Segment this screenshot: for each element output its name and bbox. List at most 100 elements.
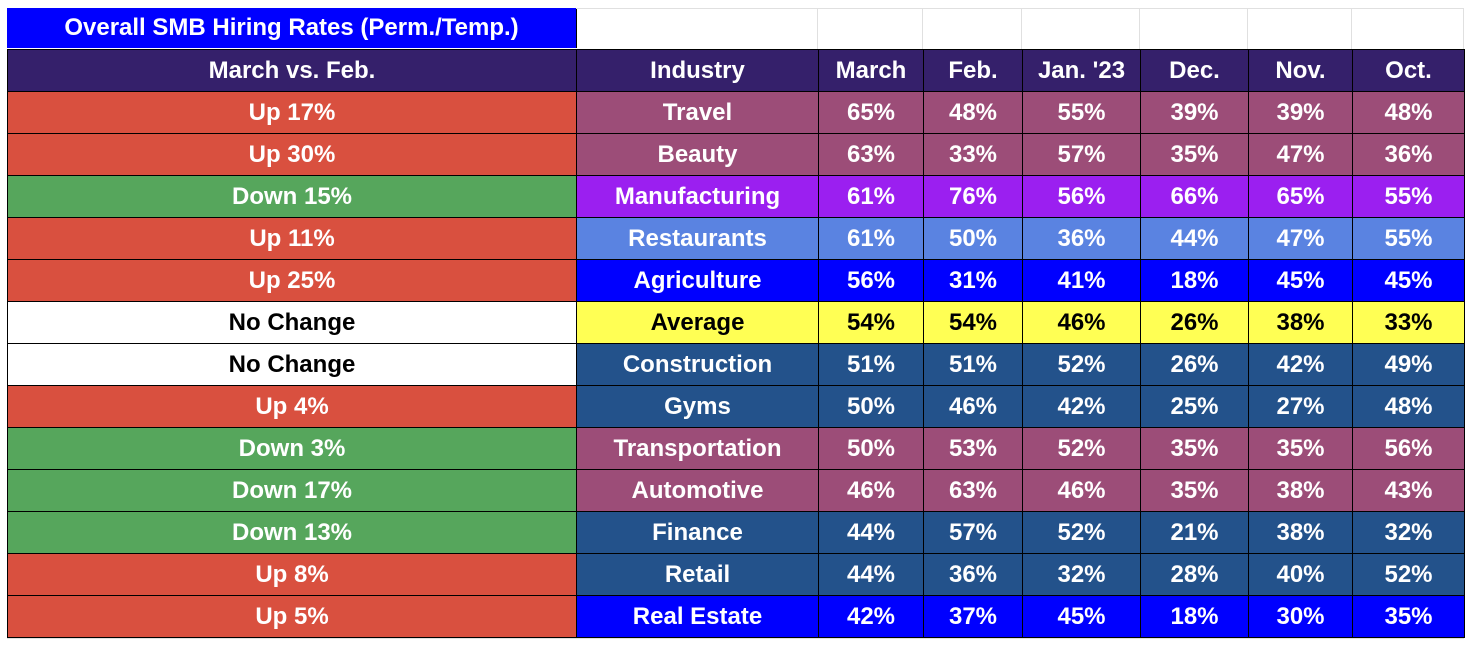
value-cell[interactable]: 44% bbox=[818, 511, 924, 554]
header-industry[interactable]: Industry bbox=[576, 49, 819, 92]
value-cell[interactable]: 48% bbox=[923, 91, 1023, 134]
value-cell[interactable]: 56% bbox=[1022, 175, 1141, 218]
value-cell[interactable]: 33% bbox=[1352, 301, 1465, 344]
value-cell[interactable]: 35% bbox=[1248, 427, 1353, 470]
value-cell[interactable]: 31% bbox=[923, 259, 1023, 302]
value-cell[interactable]: 38% bbox=[1248, 469, 1353, 512]
value-cell[interactable]: 35% bbox=[1140, 133, 1249, 176]
value-cell[interactable]: 42% bbox=[1248, 343, 1353, 386]
change-cell[interactable]: Up 4% bbox=[7, 385, 577, 428]
value-cell[interactable]: 42% bbox=[818, 595, 924, 638]
header-change[interactable]: March vs. Feb. bbox=[7, 49, 577, 92]
value-cell[interactable]: 63% bbox=[818, 133, 924, 176]
value-cell[interactable]: 56% bbox=[818, 259, 924, 302]
value-cell[interactable]: 57% bbox=[1022, 133, 1141, 176]
value-cell[interactable]: 49% bbox=[1352, 343, 1465, 386]
value-cell[interactable]: 36% bbox=[1352, 133, 1465, 176]
header-month[interactable]: Nov. bbox=[1248, 49, 1353, 92]
value-cell[interactable]: 36% bbox=[1022, 217, 1141, 260]
value-cell[interactable]: 51% bbox=[818, 343, 924, 386]
value-cell[interactable]: 48% bbox=[1352, 385, 1465, 428]
value-cell[interactable]: 66% bbox=[1140, 175, 1249, 218]
header-month[interactable]: Dec. bbox=[1140, 49, 1249, 92]
value-cell[interactable]: 43% bbox=[1352, 469, 1465, 512]
value-cell[interactable]: 65% bbox=[1248, 175, 1353, 218]
value-cell[interactable]: 25% bbox=[1140, 385, 1249, 428]
value-cell[interactable]: 76% bbox=[923, 175, 1023, 218]
value-cell[interactable]: 30% bbox=[1248, 595, 1353, 638]
value-cell[interactable]: 39% bbox=[1140, 91, 1249, 134]
header-month[interactable]: March bbox=[818, 49, 924, 92]
value-cell[interactable]: 32% bbox=[1022, 553, 1141, 596]
value-cell[interactable]: 27% bbox=[1248, 385, 1353, 428]
value-cell[interactable]: 54% bbox=[923, 301, 1023, 344]
value-cell[interactable]: 55% bbox=[1352, 175, 1465, 218]
value-cell[interactable]: 45% bbox=[1022, 595, 1141, 638]
value-cell[interactable]: 36% bbox=[923, 553, 1023, 596]
value-cell[interactable]: 35% bbox=[1352, 595, 1465, 638]
value-cell[interactable]: 53% bbox=[923, 427, 1023, 470]
value-cell[interactable]: 28% bbox=[1140, 553, 1249, 596]
value-cell[interactable]: 40% bbox=[1248, 553, 1353, 596]
industry-cell[interactable]: Retail bbox=[576, 553, 819, 596]
change-cell[interactable]: Down 3% bbox=[7, 427, 577, 470]
change-cell[interactable]: Down 13% bbox=[7, 511, 577, 554]
industry-cell[interactable]: Construction bbox=[576, 343, 819, 386]
industry-cell[interactable]: Manufacturing bbox=[576, 175, 819, 218]
header-month[interactable]: Jan. '23 bbox=[1022, 49, 1141, 92]
value-cell[interactable]: 57% bbox=[923, 511, 1023, 554]
value-cell[interactable]: 39% bbox=[1248, 91, 1353, 134]
value-cell[interactable]: 32% bbox=[1352, 511, 1465, 554]
value-cell[interactable]: 65% bbox=[818, 91, 924, 134]
value-cell[interactable]: 47% bbox=[1248, 217, 1353, 260]
value-cell[interactable]: 52% bbox=[1352, 553, 1465, 596]
industry-cell[interactable]: Finance bbox=[576, 511, 819, 554]
value-cell[interactable]: 55% bbox=[1022, 91, 1141, 134]
value-cell[interactable]: 61% bbox=[818, 175, 924, 218]
industry-cell[interactable]: Real Estate bbox=[576, 595, 819, 638]
value-cell[interactable]: 46% bbox=[818, 469, 924, 512]
header-month[interactable]: Oct. bbox=[1352, 49, 1465, 92]
value-cell[interactable]: 37% bbox=[923, 595, 1023, 638]
value-cell[interactable]: 61% bbox=[818, 217, 924, 260]
change-cell[interactable]: Down 15% bbox=[7, 175, 577, 218]
value-cell[interactable]: 26% bbox=[1140, 301, 1249, 344]
industry-cell[interactable]: Beauty bbox=[576, 133, 819, 176]
industry-cell[interactable]: Restaurants bbox=[576, 217, 819, 260]
value-cell[interactable]: 38% bbox=[1248, 511, 1353, 554]
value-cell[interactable]: 52% bbox=[1022, 511, 1141, 554]
value-cell[interactable]: 45% bbox=[1352, 259, 1465, 302]
value-cell[interactable]: 50% bbox=[818, 385, 924, 428]
value-cell[interactable]: 48% bbox=[1352, 91, 1465, 134]
value-cell[interactable]: 33% bbox=[923, 133, 1023, 176]
value-cell[interactable]: 63% bbox=[923, 469, 1023, 512]
value-cell[interactable]: 56% bbox=[1352, 427, 1465, 470]
value-cell[interactable]: 41% bbox=[1022, 259, 1141, 302]
value-cell[interactable]: 18% bbox=[1140, 595, 1249, 638]
value-cell[interactable]: 45% bbox=[1248, 259, 1353, 302]
industry-cell[interactable]: Transportation bbox=[576, 427, 819, 470]
table-title[interactable]: Overall SMB Hiring Rates (Perm./Temp.) bbox=[7, 8, 577, 48]
change-cell[interactable]: Up 30% bbox=[7, 133, 577, 176]
value-cell[interactable]: 50% bbox=[818, 427, 924, 470]
value-cell[interactable]: 54% bbox=[818, 301, 924, 344]
value-cell[interactable]: 46% bbox=[1022, 301, 1141, 344]
value-cell[interactable]: 46% bbox=[1022, 469, 1141, 512]
industry-cell[interactable]: Average bbox=[576, 301, 819, 344]
value-cell[interactable]: 51% bbox=[923, 343, 1023, 386]
industry-cell[interactable]: Gyms bbox=[576, 385, 819, 428]
value-cell[interactable]: 55% bbox=[1352, 217, 1465, 260]
change-cell[interactable]: Down 17% bbox=[7, 469, 577, 512]
value-cell[interactable]: 52% bbox=[1022, 427, 1141, 470]
change-cell[interactable]: Up 5% bbox=[7, 595, 577, 638]
industry-cell[interactable]: Agriculture bbox=[576, 259, 819, 302]
value-cell[interactable]: 38% bbox=[1248, 301, 1353, 344]
value-cell[interactable]: 50% bbox=[923, 217, 1023, 260]
industry-cell[interactable]: Automotive bbox=[576, 469, 819, 512]
value-cell[interactable]: 52% bbox=[1022, 343, 1141, 386]
change-cell[interactable]: No Change bbox=[7, 343, 577, 386]
value-cell[interactable]: 18% bbox=[1140, 259, 1249, 302]
change-cell[interactable]: Up 11% bbox=[7, 217, 577, 260]
value-cell[interactable]: 35% bbox=[1140, 469, 1249, 512]
change-cell[interactable]: Up 25% bbox=[7, 259, 577, 302]
